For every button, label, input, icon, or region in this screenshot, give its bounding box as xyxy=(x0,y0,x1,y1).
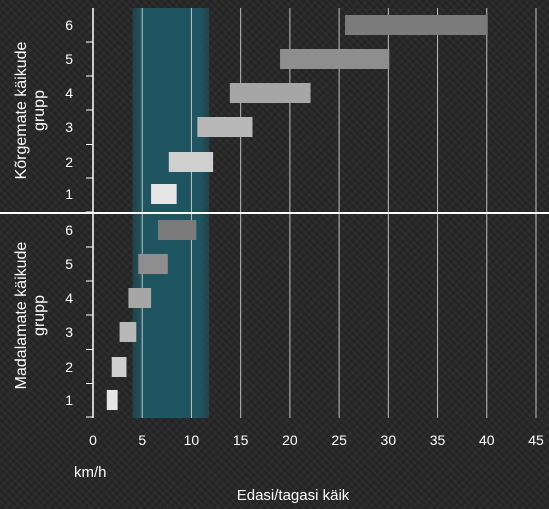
gear-bar-low-1 xyxy=(106,390,118,410)
gear-label: 1 xyxy=(65,392,73,408)
x-tick-label: 10 xyxy=(184,432,200,448)
gear-bar-high-6 xyxy=(345,15,488,35)
gear-label: 3 xyxy=(65,324,73,340)
x-tick-label: 30 xyxy=(381,432,397,448)
gear-label: 5 xyxy=(65,51,73,67)
x-tick-label: 5 xyxy=(138,432,146,448)
unit-label: km/h xyxy=(74,464,107,481)
gear-label: 5 xyxy=(65,256,73,272)
gear-bar-high-2 xyxy=(168,152,214,172)
x-tick-label: 20 xyxy=(282,432,298,448)
x-tick-label: 40 xyxy=(479,432,495,448)
x-tick-label: 25 xyxy=(331,432,347,448)
gear-bar-low-3 xyxy=(119,322,137,342)
gear-bar-low-5 xyxy=(138,254,168,274)
gear-label: 6 xyxy=(65,17,73,33)
gear-bar-low-6 xyxy=(157,220,197,240)
gear-label: 6 xyxy=(65,222,73,238)
group-title: Kõrgemate käikudegrupp xyxy=(13,41,48,179)
gear-label: 4 xyxy=(65,85,73,101)
group-title: Madalamate käikudegrupp xyxy=(13,242,48,390)
gear-bar-low-4 xyxy=(128,288,152,308)
gear-bar-high-1 xyxy=(151,184,177,204)
gear-bar-high-3 xyxy=(197,117,253,137)
gear-label: 1 xyxy=(65,186,73,202)
gear-label: 4 xyxy=(65,290,73,306)
gear-bar-low-2 xyxy=(111,357,127,377)
x-tick-label: 45 xyxy=(528,432,544,448)
x-tick-label: 0 xyxy=(89,432,97,448)
x-tick-label: 15 xyxy=(233,432,249,448)
x-tick-label: 35 xyxy=(430,432,446,448)
x-axis-title: Edasi/tagasi käik xyxy=(237,487,350,504)
gear-bar-high-4 xyxy=(229,83,311,103)
gear-label: 2 xyxy=(65,359,73,375)
gear-label: 3 xyxy=(65,119,73,135)
gear-label: 2 xyxy=(65,154,73,170)
gear-bar-high-5 xyxy=(280,49,390,69)
